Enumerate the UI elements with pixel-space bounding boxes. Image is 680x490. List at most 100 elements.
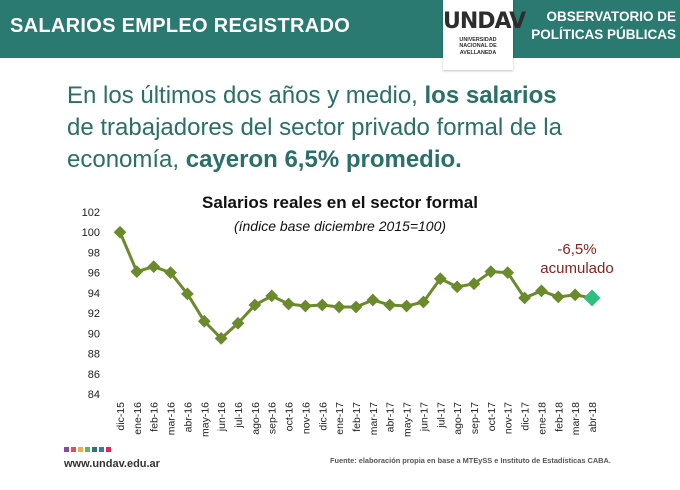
x-tick-label: mar-16: [166, 402, 178, 435]
y-tick-label: 88: [88, 349, 100, 361]
x-tick-label: sep-17: [469, 402, 481, 434]
x-tick-label: feb-18: [553, 402, 565, 432]
page-title: SALARIOS EMPLEO REGISTRADO: [10, 15, 351, 37]
series-line: [118, 231, 593, 340]
data-point: [467, 277, 481, 291]
data-point: [299, 299, 312, 313]
x-tick-label: dic-17: [520, 402, 532, 431]
y-tick-label: 98: [88, 247, 100, 259]
observatorio-label: OBSERVATORIO DE POLÍTICAS PÚBLICAS: [516, 8, 676, 44]
headline-part-2: los salarios: [424, 82, 557, 109]
x-tick-label: dic-15: [115, 402, 127, 431]
undav-logo[interactable]: UNDAV UNIVERSIDAD NACIONAL DE AVELLANEDA: [443, 0, 526, 70]
y-axis: 84 86 88 90 92 94 96 98 100 102: [82, 207, 100, 401]
data-point: [535, 284, 548, 298]
logo-subtitle-line-1: UNIVERSIDAD: [459, 37, 497, 43]
annotation-label: acumulado: [540, 260, 613, 277]
data-point: [551, 290, 565, 304]
x-axis: dic-15 ene-16 feb-16 mar-16 abr-16 may-16 jun-…: [115, 402, 599, 437]
headline-part-4: cayeron 6,5% promedio.: [185, 146, 462, 173]
data-point: [433, 272, 447, 286]
x-tick-label: sep-16: [267, 402, 279, 434]
x-tick-label: abr-16: [182, 402, 194, 433]
data-point-last: [583, 289, 601, 307]
logo-subtitle-line-3: AVELLANEDA: [459, 49, 497, 56]
brand-dot: [85, 447, 90, 452]
data-point: [417, 295, 430, 309]
annotation-percent: -6,5%: [557, 241, 596, 258]
data-point: [113, 225, 127, 239]
x-tick-label: ene-16: [132, 402, 144, 435]
brand-dot: [92, 447, 97, 452]
data-point: [450, 280, 464, 294]
data-point: [181, 287, 194, 301]
x-tick-label: may-16: [199, 402, 211, 437]
x-tick-label: jul-17: [435, 402, 447, 429]
x-tick-label: oct-16: [284, 402, 296, 431]
brand-dot: [71, 447, 76, 452]
x-tick-label: dic-16: [317, 402, 329, 431]
data-point: [484, 265, 498, 279]
data-point: [568, 288, 582, 302]
chart-subtitle: (índice base diciembre 2015=100): [234, 218, 446, 234]
data-point: [147, 260, 161, 273]
x-tick-label: feb-17: [351, 402, 363, 432]
x-tick-label: ene-17: [334, 402, 346, 435]
data-point: [231, 316, 245, 330]
website-link[interactable]: www.undav.edu.ar: [64, 458, 160, 470]
y-tick-label: 92: [88, 308, 100, 320]
data-point: [282, 297, 295, 311]
y-tick-label: 84: [88, 389, 100, 401]
source-note: Fuente: elaboración propia en base a MTE…: [330, 456, 611, 465]
brand-color-dots: [64, 447, 113, 453]
logo-subtitle: UNIVERSIDAD NACIONAL DE AVELLANEDA: [443, 37, 513, 56]
data-point: [383, 298, 397, 312]
data-point: [332, 300, 346, 314]
y-tick-label: 90: [88, 328, 100, 340]
observatorio-line-1: OBSERVATORIO DE: [546, 9, 676, 24]
data-point: [130, 265, 144, 279]
x-tick-label: abr-18: [587, 402, 599, 433]
x-tick-label: feb-16: [149, 402, 161, 432]
x-tick-label: ene-18: [536, 402, 548, 435]
data-point: [400, 299, 413, 313]
x-tick-label: abr-17: [385, 402, 397, 433]
x-tick-label: nov-16: [300, 402, 312, 434]
data-point: [197, 314, 211, 328]
data-point: [214, 332, 228, 345]
chart-title: Salarios reales en el sector formal: [202, 193, 478, 212]
data-point: [366, 293, 380, 307]
y-tick-label: 102: [82, 207, 100, 219]
brand-dot: [78, 447, 83, 452]
data-points: [113, 225, 601, 345]
x-tick-label: mar-18: [570, 402, 582, 435]
x-tick-label: jun-17: [418, 402, 430, 432]
x-tick-label: may-17: [402, 402, 414, 437]
headline-part-1: En los últimos dos años y medio,: [67, 82, 425, 109]
x-tick-label: jun-16: [216, 402, 228, 432]
data-point: [501, 266, 515, 280]
data-point: [315, 298, 329, 312]
x-tick-label: ago-17: [452, 402, 464, 435]
data-point: [164, 266, 177, 280]
x-tick-label: jul-16: [233, 402, 245, 429]
brand-dot: [106, 447, 111, 452]
brand-dot: [64, 447, 69, 452]
header-bar: SALARIOS EMPLEO REGISTRADO OBSERVATORIO …: [0, 0, 680, 58]
salary-line-chart: Salarios reales en el sector formal (índ…: [82, 193, 614, 437]
y-tick-label: 100: [82, 227, 100, 239]
headline-part-3: de trabajadores del sector privado forma…: [67, 114, 562, 173]
logo-mark: UNDAV: [443, 9, 526, 34]
headline: En los últimos dos años y medio, los sal…: [67, 80, 667, 176]
x-tick-label: oct-17: [486, 402, 498, 431]
logo-subtitle-line-2: NACIONAL DE: [459, 43, 497, 50]
data-point: [349, 300, 363, 314]
brand-dot: [99, 447, 104, 452]
x-tick-label: mar-17: [368, 402, 380, 435]
y-tick-label: 94: [88, 288, 100, 300]
data-point: [265, 289, 279, 303]
x-tick-label: nov-17: [503, 402, 515, 434]
y-tick-label: 86: [88, 369, 100, 381]
x-tick-label: ago-16: [250, 402, 262, 435]
data-point: [248, 298, 262, 312]
